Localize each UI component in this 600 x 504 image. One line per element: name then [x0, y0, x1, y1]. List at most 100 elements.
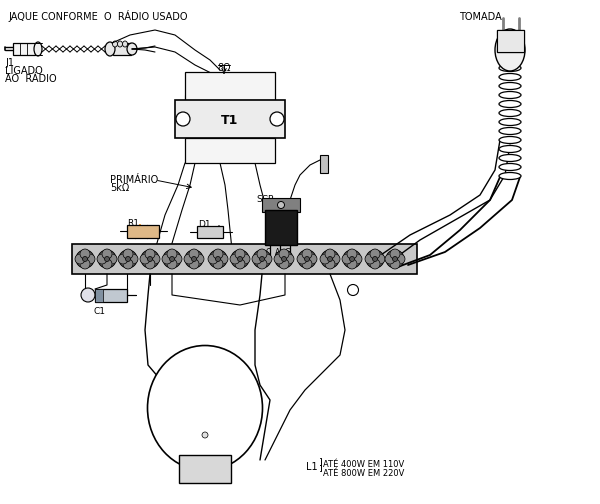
Circle shape — [375, 254, 385, 264]
Bar — [113, 43, 131, 55]
Circle shape — [373, 257, 377, 262]
Circle shape — [75, 254, 85, 264]
Circle shape — [80, 259, 90, 269]
Circle shape — [125, 257, 131, 262]
Ellipse shape — [148, 346, 263, 471]
Circle shape — [347, 259, 357, 269]
Bar — [13, 43, 35, 55]
Circle shape — [141, 250, 159, 268]
Circle shape — [83, 257, 88, 262]
Circle shape — [140, 254, 150, 264]
Circle shape — [392, 257, 398, 262]
Ellipse shape — [499, 65, 521, 72]
Circle shape — [208, 254, 218, 264]
Circle shape — [279, 249, 289, 259]
Circle shape — [184, 254, 194, 264]
Circle shape — [167, 259, 177, 269]
Text: PRIMÁRIO: PRIMÁRIO — [110, 175, 158, 185]
Circle shape — [213, 259, 223, 269]
Ellipse shape — [127, 43, 137, 55]
Text: AO  RÁDIO: AO RÁDIO — [5, 74, 56, 84]
Text: C1: C1 — [94, 307, 106, 316]
Circle shape — [150, 254, 160, 264]
Text: 5kΩ: 5kΩ — [110, 183, 129, 193]
Bar — [497, 30, 524, 52]
Ellipse shape — [499, 128, 521, 135]
Circle shape — [349, 257, 355, 262]
Circle shape — [240, 254, 250, 264]
Circle shape — [281, 257, 287, 262]
Circle shape — [342, 254, 352, 264]
Bar — [197, 226, 223, 238]
Circle shape — [235, 249, 245, 259]
Circle shape — [365, 254, 375, 264]
Circle shape — [275, 250, 293, 268]
Circle shape — [257, 259, 267, 269]
Ellipse shape — [499, 137, 521, 144]
Bar — [320, 155, 328, 173]
Circle shape — [235, 259, 245, 269]
Ellipse shape — [499, 55, 521, 62]
Circle shape — [370, 259, 380, 269]
Circle shape — [215, 257, 221, 262]
Circle shape — [277, 202, 284, 209]
Bar — [175, 100, 285, 138]
Circle shape — [321, 250, 339, 268]
Circle shape — [202, 432, 208, 438]
Ellipse shape — [499, 163, 521, 170]
Circle shape — [385, 254, 395, 264]
Circle shape — [320, 254, 330, 264]
Circle shape — [162, 254, 172, 264]
Ellipse shape — [499, 172, 521, 179]
Circle shape — [352, 254, 362, 264]
Text: G: G — [285, 248, 291, 257]
Circle shape — [343, 250, 361, 268]
Bar — [185, 72, 275, 100]
Circle shape — [298, 250, 316, 268]
Circle shape — [302, 259, 312, 269]
Circle shape — [262, 254, 272, 264]
Text: R1: R1 — [127, 219, 139, 228]
Bar — [95, 289, 103, 302]
Circle shape — [325, 259, 335, 269]
Circle shape — [305, 257, 310, 262]
Circle shape — [297, 254, 307, 264]
Circle shape — [102, 249, 112, 259]
Circle shape — [185, 250, 203, 268]
Ellipse shape — [499, 74, 521, 81]
Circle shape — [252, 254, 262, 264]
Circle shape — [366, 250, 384, 268]
Text: ATÉ 400W EM 110V: ATÉ 400W EM 110V — [323, 460, 404, 469]
Circle shape — [97, 254, 107, 264]
Ellipse shape — [499, 146, 521, 153]
Circle shape — [370, 249, 380, 259]
Circle shape — [102, 259, 112, 269]
Circle shape — [270, 112, 284, 126]
Circle shape — [145, 249, 155, 259]
Text: T1: T1 — [221, 114, 239, 128]
Circle shape — [172, 254, 182, 264]
Circle shape — [390, 249, 400, 259]
Ellipse shape — [499, 83, 521, 90]
Bar — [185, 138, 275, 163]
Bar — [265, 210, 297, 245]
Circle shape — [189, 249, 199, 259]
Circle shape — [284, 254, 294, 264]
Circle shape — [145, 259, 155, 269]
Circle shape — [107, 254, 117, 264]
Circle shape — [163, 250, 181, 268]
Circle shape — [128, 254, 138, 264]
Ellipse shape — [499, 118, 521, 125]
Bar — [95, 289, 127, 302]
Circle shape — [307, 254, 317, 264]
Circle shape — [123, 259, 133, 269]
Ellipse shape — [499, 155, 521, 161]
Ellipse shape — [113, 41, 118, 47]
Text: TOMADA: TOMADA — [458, 12, 502, 22]
Circle shape — [209, 250, 227, 268]
Circle shape — [119, 250, 137, 268]
Circle shape — [218, 254, 228, 264]
Bar — [127, 225, 159, 238]
Ellipse shape — [105, 42, 115, 56]
Text: ATÉ 800W EM 220V: ATÉ 800W EM 220V — [323, 469, 404, 478]
